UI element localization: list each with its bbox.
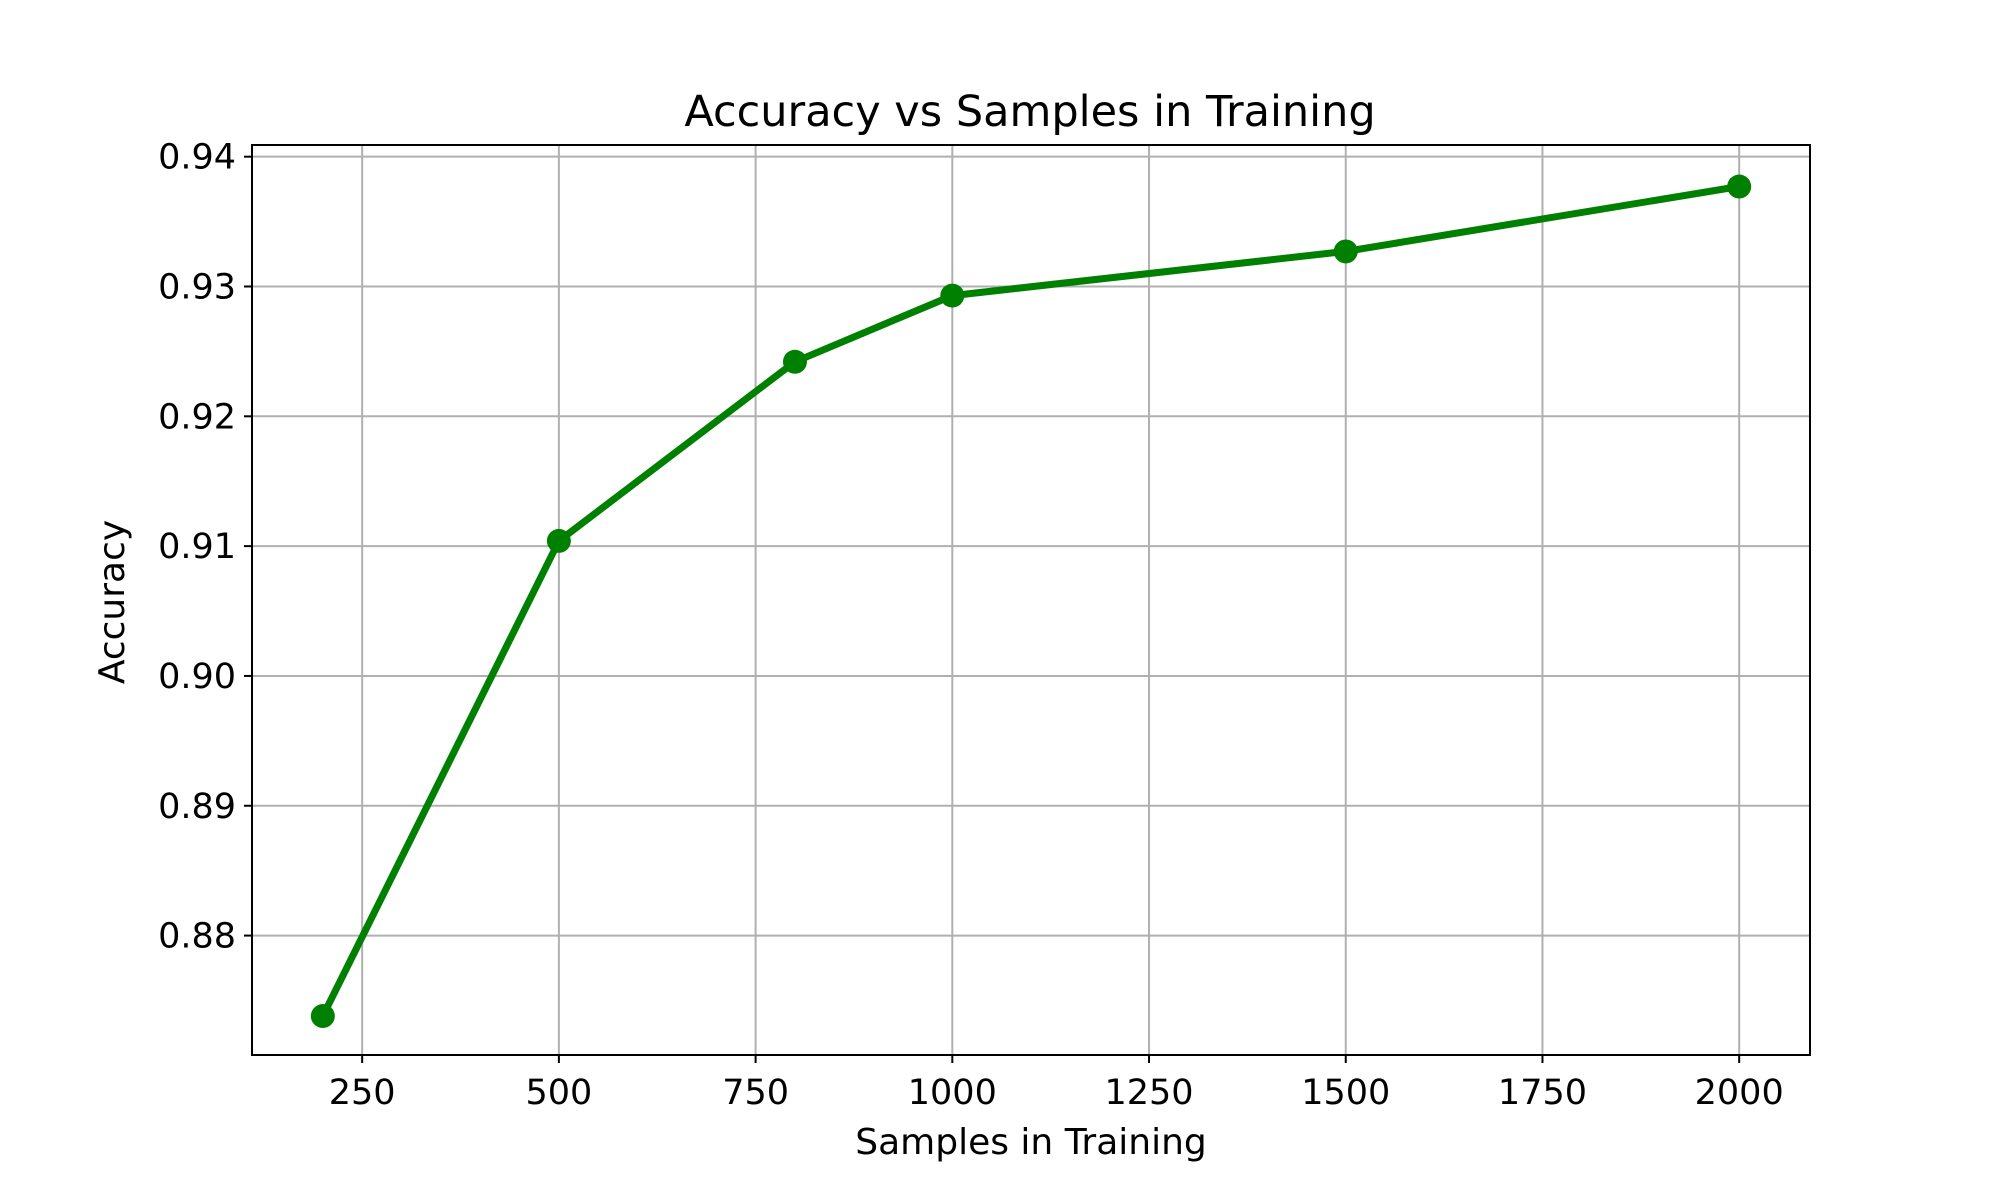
data-point-marker [1333,239,1358,264]
y-tick-label: 0.91 [158,527,236,567]
y-axis-label: Accuracy [92,520,133,684]
data-point-marker [1727,174,1752,199]
axis-ticks: 250 500 750 1000 1250 1500 1750 2000 0.88 0.89 0.9… [158,138,1784,1113]
y-tick-label: 0.93 [158,267,236,307]
y-tick-label: 0.92 [158,397,236,437]
x-tick-label: 1500 [1301,1073,1390,1113]
plot-area-frame [251,144,1811,1056]
chart-title: Accuracy vs Samples in Training [684,87,1375,137]
x-tick-label: 2000 [1695,1073,1784,1113]
series-line [319,183,1743,1020]
data-point-marker [782,349,807,374]
x-tick-label: 750 [722,1073,789,1113]
x-tick-label: 250 [329,1073,396,1113]
y-tick-label: 0.90 [158,657,236,697]
y-tick-label: 0.89 [158,787,236,827]
x-tick-label: 1750 [1498,1073,1587,1113]
y-tick-label: 0.88 [158,917,236,957]
series-layer [310,174,1752,1029]
data-point-marker [546,528,571,553]
data-point-marker [310,1004,335,1029]
x-tick-label: 1250 [1104,1073,1193,1113]
x-tick-label: 1000 [908,1073,997,1113]
x-axis-label: Samples in Training [855,1122,1207,1163]
x-tick-label: 500 [525,1073,592,1113]
data-point-marker [940,283,965,308]
y-tick-label: 0.94 [158,138,236,178]
